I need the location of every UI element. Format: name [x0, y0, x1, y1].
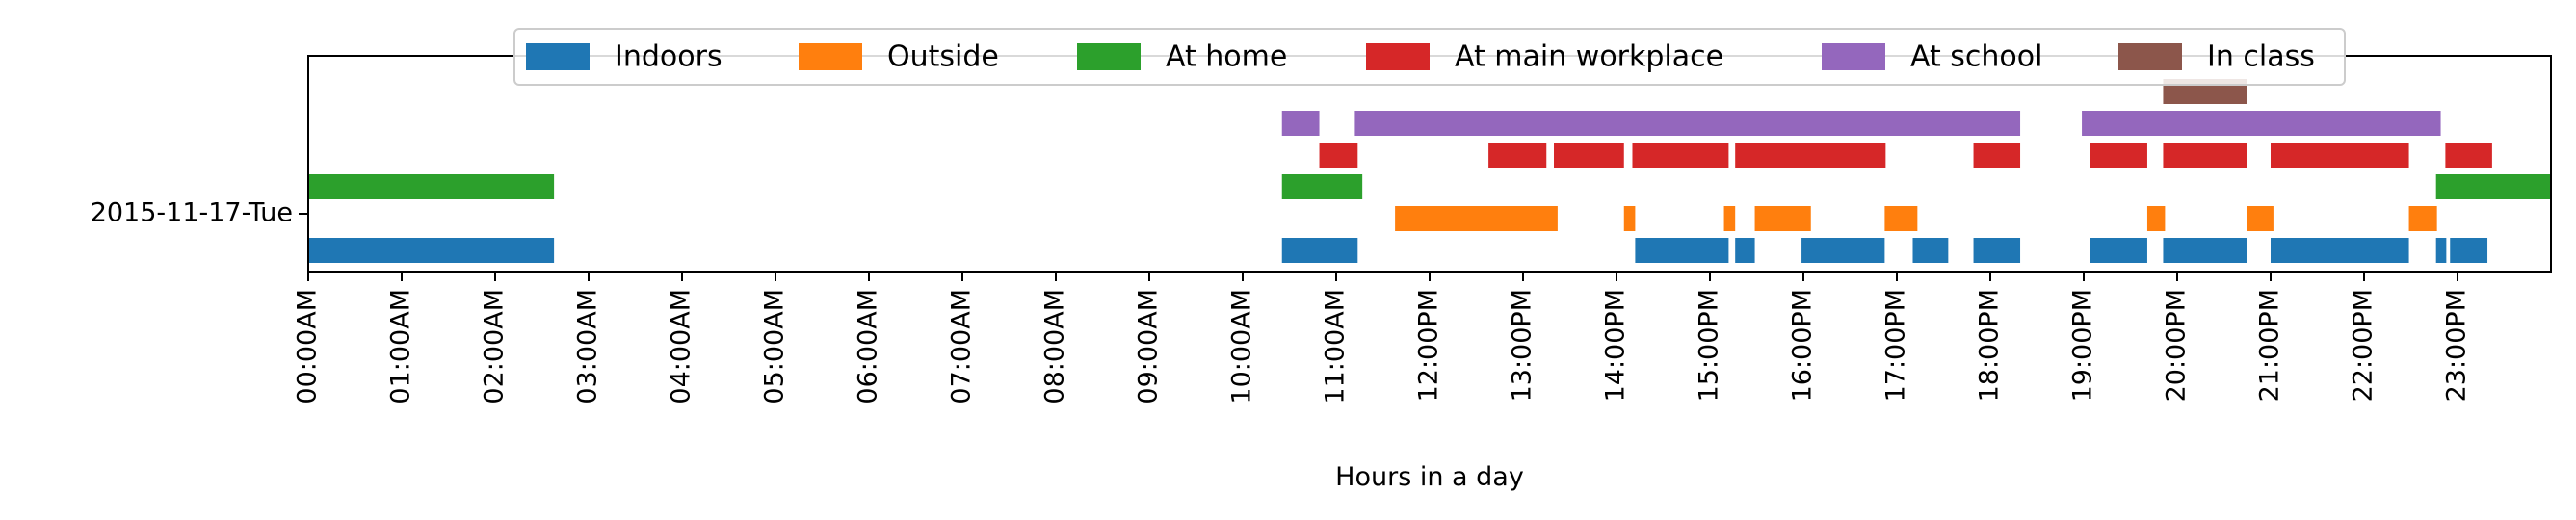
bar-at-school: [1354, 111, 2021, 136]
bar-indoors: [2163, 238, 2247, 263]
x-tick-label: 06:00AM: [854, 289, 883, 404]
bar-indoors: [1735, 238, 1755, 263]
bar-at-main-workplace: [1735, 143, 1886, 168]
legend-label: At home: [1166, 40, 1287, 74]
legend-swatch: [1822, 43, 1885, 70]
bar-at-home: [1281, 174, 1363, 199]
bar-at-main-workplace: [2163, 143, 2247, 168]
bar-outside: [1723, 206, 1736, 231]
x-tick-label: 12:00PM: [1414, 289, 1444, 402]
x-axis-label: Hours in a day: [1335, 462, 1524, 492]
bar-indoors: [1635, 238, 1729, 263]
x-tick-label: 00:00AM: [293, 289, 323, 404]
bar-outside: [1395, 206, 1558, 231]
bar-outside: [1754, 206, 1811, 231]
row-label: 2015-11-17-Tue: [91, 198, 293, 228]
x-tick-label: 17:00PM: [1881, 289, 1911, 402]
legend-swatch: [526, 43, 590, 70]
x-tick-label: 14:00PM: [1601, 289, 1631, 402]
x-tick-label: 07:00AM: [947, 289, 977, 404]
bar-at-home: [308, 174, 555, 199]
x-tick-label: 09:00AM: [1134, 289, 1164, 404]
x-tick-label: 05:00AM: [760, 289, 790, 404]
legend-swatch: [1077, 43, 1141, 70]
legend-label: At school: [1910, 40, 2042, 74]
legend-swatch: [1366, 43, 1430, 70]
bar-indoors: [2271, 238, 2409, 263]
x-tick-label: 20:00PM: [2162, 289, 2192, 402]
x-tick-label: 08:00AM: [1040, 289, 1070, 404]
x-tick-label: 23:00PM: [2442, 289, 2472, 402]
x-tick-label: 18:00PM: [1975, 289, 2005, 402]
x-tick-label: 19:00PM: [2068, 289, 2098, 402]
legend-swatch: [2118, 43, 2182, 70]
bar-indoors: [1281, 238, 1358, 263]
legend-label: Indoors: [615, 40, 723, 74]
bar-outside: [1884, 206, 1918, 231]
bar-at-main-workplace: [2445, 143, 2492, 168]
bar-indoors: [308, 238, 555, 263]
x-tick-label: 16:00PM: [1788, 289, 1818, 402]
x-tick-label: 22:00PM: [2349, 289, 2379, 402]
activity-bars: [308, 79, 2551, 263]
bar-at-main-workplace: [1554, 143, 1624, 168]
bar-at-main-workplace: [1488, 143, 1547, 168]
x-tick-label: 10:00AM: [1227, 289, 1257, 404]
bar-at-school: [1281, 111, 1320, 136]
bar-at-main-workplace: [2090, 143, 2147, 168]
bar-indoors: [2090, 238, 2147, 263]
bar-outside: [1623, 206, 1636, 231]
bar-at-main-workplace: [1632, 143, 1729, 168]
bar-at-main-workplace: [1319, 143, 1358, 168]
legend-label: At main workplace: [1455, 40, 1723, 74]
y-axis: 2015-11-17-Tue: [91, 198, 308, 228]
x-tick-label: 15:00PM: [1695, 289, 1724, 402]
bar-indoors: [1801, 238, 1885, 263]
legend: Indoors Outside At home At main workplace At…: [513, 28, 2346, 86]
bar-indoors: [1973, 238, 2021, 263]
legend-label: In class: [2207, 40, 2315, 74]
bar-at-main-workplace: [2271, 143, 2409, 168]
bar-indoors: [1912, 238, 1949, 263]
legend-swatch: [799, 43, 862, 70]
bar-outside: [2247, 206, 2274, 231]
x-tick-label: 13:00PM: [1508, 289, 1538, 402]
x-tick-label: 02:00AM: [480, 289, 510, 404]
bar-at-school: [2082, 111, 2441, 136]
bar-indoors: [2450, 238, 2488, 263]
legend-label: Outside: [887, 40, 999, 74]
x-tick-label: 11:00AM: [1321, 289, 1351, 404]
x-tick-label: 04:00AM: [667, 289, 697, 404]
x-tick-label: 01:00AM: [386, 289, 416, 404]
bar-outside: [2408, 206, 2437, 231]
x-axis: 00:00AM 01:00AM 02:00AM 03:00AM 04:00AM 05:00…: [293, 272, 2472, 404]
bar-at-home: [2435, 174, 2551, 199]
x-tick-label: 21:00PM: [2255, 289, 2285, 402]
bar-indoors: [2435, 238, 2447, 263]
bar-outside: [2146, 206, 2166, 231]
x-tick-label: 03:00AM: [573, 289, 603, 404]
bar-at-main-workplace: [1973, 143, 2021, 168]
